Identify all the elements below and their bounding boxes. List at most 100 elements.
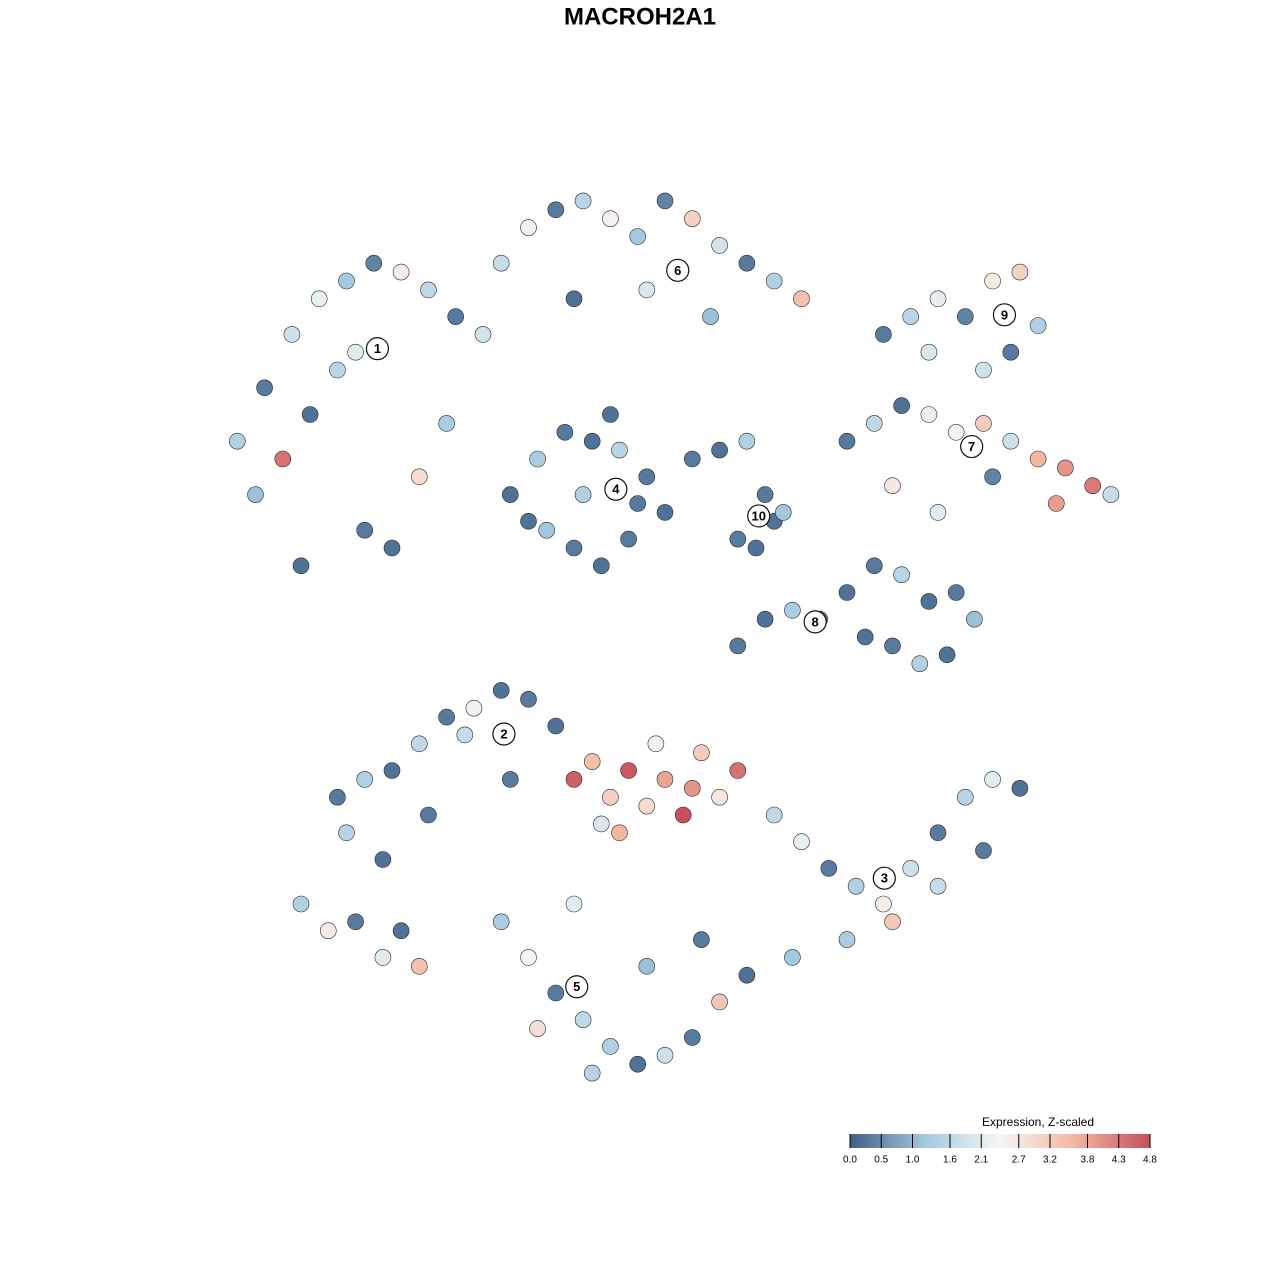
- point: [383, 762, 401, 779]
- colorbar-tick-label: 3.8: [1081, 1155, 1095, 1166]
- point: [602, 1038, 619, 1055]
- point: [656, 771, 674, 788]
- point: [229, 432, 246, 450]
- point: [956, 308, 974, 325]
- point: [329, 788, 346, 806]
- point: [602, 406, 619, 423]
- point: [620, 762, 637, 779]
- point: [383, 539, 401, 557]
- point: [747, 539, 765, 557]
- point: [501, 486, 519, 503]
- colorbar-tick-label: 4.8: [1143, 1155, 1157, 1166]
- point: [647, 735, 665, 753]
- cluster-label-badge: [604, 477, 628, 501]
- cluster-label-badge: [492, 722, 516, 746]
- point: [875, 895, 892, 913]
- point: [938, 646, 956, 664]
- point: [410, 468, 428, 486]
- point: [683, 210, 701, 227]
- point: [520, 690, 537, 708]
- point: [565, 771, 583, 788]
- point: [492, 913, 510, 931]
- point: [656, 1047, 674, 1064]
- point: [629, 495, 647, 512]
- cluster-label: 5: [573, 979, 580, 994]
- point: [592, 815, 610, 833]
- point: [856, 628, 874, 646]
- point: [884, 477, 901, 495]
- cluster-label: 1: [374, 341, 381, 356]
- point: [438, 415, 455, 432]
- point: [893, 566, 910, 584]
- point: [947, 423, 965, 441]
- colorbar-title: Expression, Z-scaled: [982, 1115, 1094, 1129]
- point: [292, 895, 310, 913]
- point: [847, 877, 865, 895]
- point: [1084, 477, 1101, 495]
- cluster-label: 3: [881, 871, 888, 886]
- point: [702, 308, 719, 325]
- point: [738, 966, 756, 984]
- point: [1011, 263, 1029, 281]
- point: [456, 726, 474, 744]
- point: [410, 735, 428, 753]
- point: [547, 984, 565, 1002]
- point: [301, 406, 319, 423]
- point: [565, 290, 583, 308]
- point: [638, 468, 656, 486]
- point: [975, 415, 992, 432]
- point: [574, 1011, 592, 1029]
- point: [256, 379, 273, 397]
- cluster-label-badge: [960, 434, 984, 459]
- point: [356, 521, 374, 539]
- colorbar-tick-label: 2.7: [1012, 1155, 1026, 1166]
- point: [1029, 317, 1047, 334]
- point: [583, 1064, 601, 1082]
- point: [738, 254, 756, 272]
- cluster-label-badge: [992, 303, 1017, 327]
- point: [784, 949, 801, 966]
- point: [774, 504, 792, 521]
- point: [547, 201, 565, 219]
- point: [602, 210, 619, 227]
- point: [474, 326, 492, 343]
- point: [838, 584, 856, 601]
- point: [674, 806, 692, 824]
- cluster-label: 9: [1001, 307, 1008, 322]
- point: [893, 397, 910, 414]
- point: [1057, 459, 1074, 477]
- colorbar-tick-label: 2.1: [974, 1155, 988, 1166]
- point: [683, 779, 701, 797]
- point: [611, 441, 628, 459]
- point: [592, 557, 610, 575]
- point: [729, 762, 747, 779]
- point: [793, 833, 810, 851]
- point: [374, 851, 392, 868]
- colorbar: [850, 1134, 1150, 1148]
- point: [756, 486, 774, 503]
- point: [838, 432, 856, 450]
- point: [693, 744, 710, 762]
- cluster-label: 2: [500, 726, 507, 741]
- point: [629, 228, 647, 245]
- cluster-label-badge: [803, 610, 827, 634]
- point: [620, 530, 637, 548]
- cluster-label: 10: [751, 508, 765, 523]
- point: [929, 824, 947, 842]
- point: [975, 361, 992, 379]
- colorbar-tick-label: 3.2: [1043, 1155, 1057, 1166]
- point: [520, 512, 537, 530]
- colorbar-tick-label: 0.5: [874, 1155, 888, 1166]
- point: [884, 637, 901, 655]
- point: [438, 708, 455, 726]
- point: [347, 343, 364, 361]
- point: [711, 237, 728, 254]
- point: [447, 308, 465, 325]
- point: [911, 655, 929, 673]
- point: [329, 361, 346, 379]
- point: [793, 290, 810, 308]
- point: [984, 272, 1001, 290]
- point: [356, 771, 374, 788]
- point: [492, 682, 510, 699]
